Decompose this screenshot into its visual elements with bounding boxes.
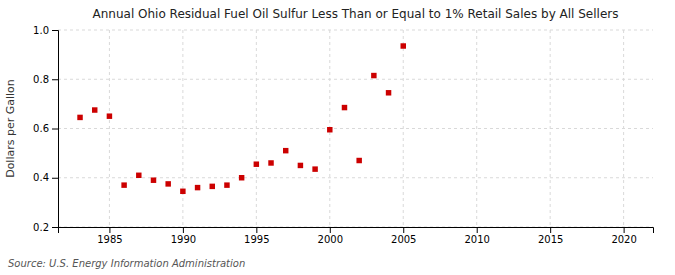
tick-label: 2015: [538, 234, 563, 245]
tick-label: 2020: [611, 234, 636, 245]
point: [107, 113, 112, 118]
title: Annual Ohio Residual Fuel Oil Sulfur Les…: [93, 7, 619, 21]
tick-mark: [477, 227, 478, 233]
grid: [58, 30, 653, 227]
tick-mark: [52, 178, 58, 179]
plot: 198519901995200020052010201520200.20.40.…: [33, 25, 653, 245]
point: [298, 163, 303, 168]
point: [180, 189, 185, 194]
tick-mark: [52, 30, 58, 31]
tick-mark: [330, 227, 331, 233]
grid-line: [550, 30, 551, 227]
tick: 0.2: [33, 222, 58, 233]
tick: 0.4: [33, 172, 58, 183]
tick-mark: [403, 227, 404, 233]
tick-mark: [52, 227, 58, 228]
tick-mark: [550, 227, 551, 233]
grid-line: [58, 177, 653, 178]
grid-line: [403, 30, 404, 227]
tick: 0.8: [33, 74, 58, 85]
tick-label: 2000: [318, 234, 343, 245]
point: [327, 127, 332, 132]
tick: 0.6: [33, 123, 58, 134]
point: [371, 73, 376, 78]
point: [312, 166, 317, 171]
chart: 198519901995200020052010201520200.20.40.…: [0, 0, 675, 275]
point: [401, 43, 406, 48]
axis-line: [52, 31, 59, 228]
grid-line: [58, 79, 653, 80]
grid-line: [58, 30, 653, 31]
tick-mark: [183, 227, 184, 233]
tick-mark: [624, 227, 625, 233]
tick-label: 2005: [391, 234, 416, 245]
grid-line: [476, 30, 477, 227]
point: [165, 181, 170, 186]
point: [224, 182, 229, 187]
tick-label: 1985: [97, 234, 122, 245]
point: [356, 158, 361, 163]
grid-line: [256, 30, 257, 227]
tick: 2020: [611, 227, 636, 245]
point: [268, 160, 273, 165]
point: [283, 148, 288, 153]
points: [77, 43, 406, 194]
tick: 1985: [97, 227, 122, 245]
grid-line: [182, 30, 183, 227]
y-axis-title: Dollars per Gallon: [4, 79, 17, 178]
tick-label: 1990: [171, 234, 196, 245]
tick: 2010: [464, 227, 489, 245]
tick-label: 1995: [244, 234, 269, 245]
y-axis: 0.2 0.4 0.6 0.8 1.0: [33, 25, 58, 233]
point: [342, 105, 347, 110]
point: [195, 185, 200, 190]
tick: 1990: [171, 227, 196, 245]
tick: 1995: [244, 227, 269, 245]
tick: 2000: [318, 227, 343, 245]
axis-line: [59, 228, 654, 234]
tick: 1.0: [33, 25, 58, 36]
point: [121, 182, 126, 187]
tick-mark: [256, 227, 257, 233]
tick-mark: [52, 79, 58, 80]
grid-line: [58, 128, 653, 129]
tick-label: 0.4: [33, 172, 49, 183]
point: [210, 184, 215, 189]
point: [254, 161, 259, 166]
tick: 2005: [391, 227, 416, 245]
tick-label: 0.2: [33, 222, 49, 233]
tick-label: 0.6: [33, 123, 49, 134]
point: [386, 90, 391, 95]
grid-line: [109, 30, 110, 227]
tick-label: 0.8: [33, 74, 49, 85]
x-axis: 1985 1990 1995 2000 2005 2010 2015 2020: [59, 227, 654, 245]
point: [151, 177, 156, 182]
tick-label: 2010: [464, 234, 489, 245]
tick: 2015: [538, 227, 563, 245]
source: Source: U.S. Energy Information Administ…: [8, 258, 245, 269]
tick-mark: [109, 227, 110, 233]
point: [92, 107, 97, 112]
tick-label: 1.0: [33, 25, 49, 36]
point: [77, 115, 82, 120]
point: [136, 173, 141, 178]
grid-line: [623, 30, 624, 227]
point: [239, 175, 244, 180]
tick-mark: [52, 129, 58, 130]
